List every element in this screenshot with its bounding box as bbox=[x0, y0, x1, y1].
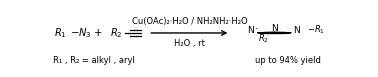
Text: ·: · bbox=[254, 24, 258, 34]
Text: $-N_3$: $-N_3$ bbox=[70, 26, 91, 40]
Text: $R_2$: $R_2$ bbox=[259, 33, 270, 45]
Text: $R_2$: $R_2$ bbox=[110, 26, 123, 40]
Text: up to 94% yield: up to 94% yield bbox=[254, 56, 321, 65]
Text: R₁ , R₂ = alkyl , aryl: R₁ , R₂ = alkyl , aryl bbox=[53, 56, 135, 65]
Text: H₂O , rt: H₂O , rt bbox=[174, 38, 205, 48]
Text: N: N bbox=[247, 26, 254, 35]
Text: N: N bbox=[293, 26, 300, 35]
Text: N: N bbox=[271, 24, 278, 33]
Text: +: + bbox=[94, 28, 103, 38]
Text: $-R_1$: $-R_1$ bbox=[307, 23, 325, 36]
Text: Cu(OAc)₂·H₂O / NH₂NH₂·H₂O: Cu(OAc)₂·H₂O / NH₂NH₂·H₂O bbox=[132, 17, 247, 26]
Text: $R_1$: $R_1$ bbox=[54, 26, 67, 40]
